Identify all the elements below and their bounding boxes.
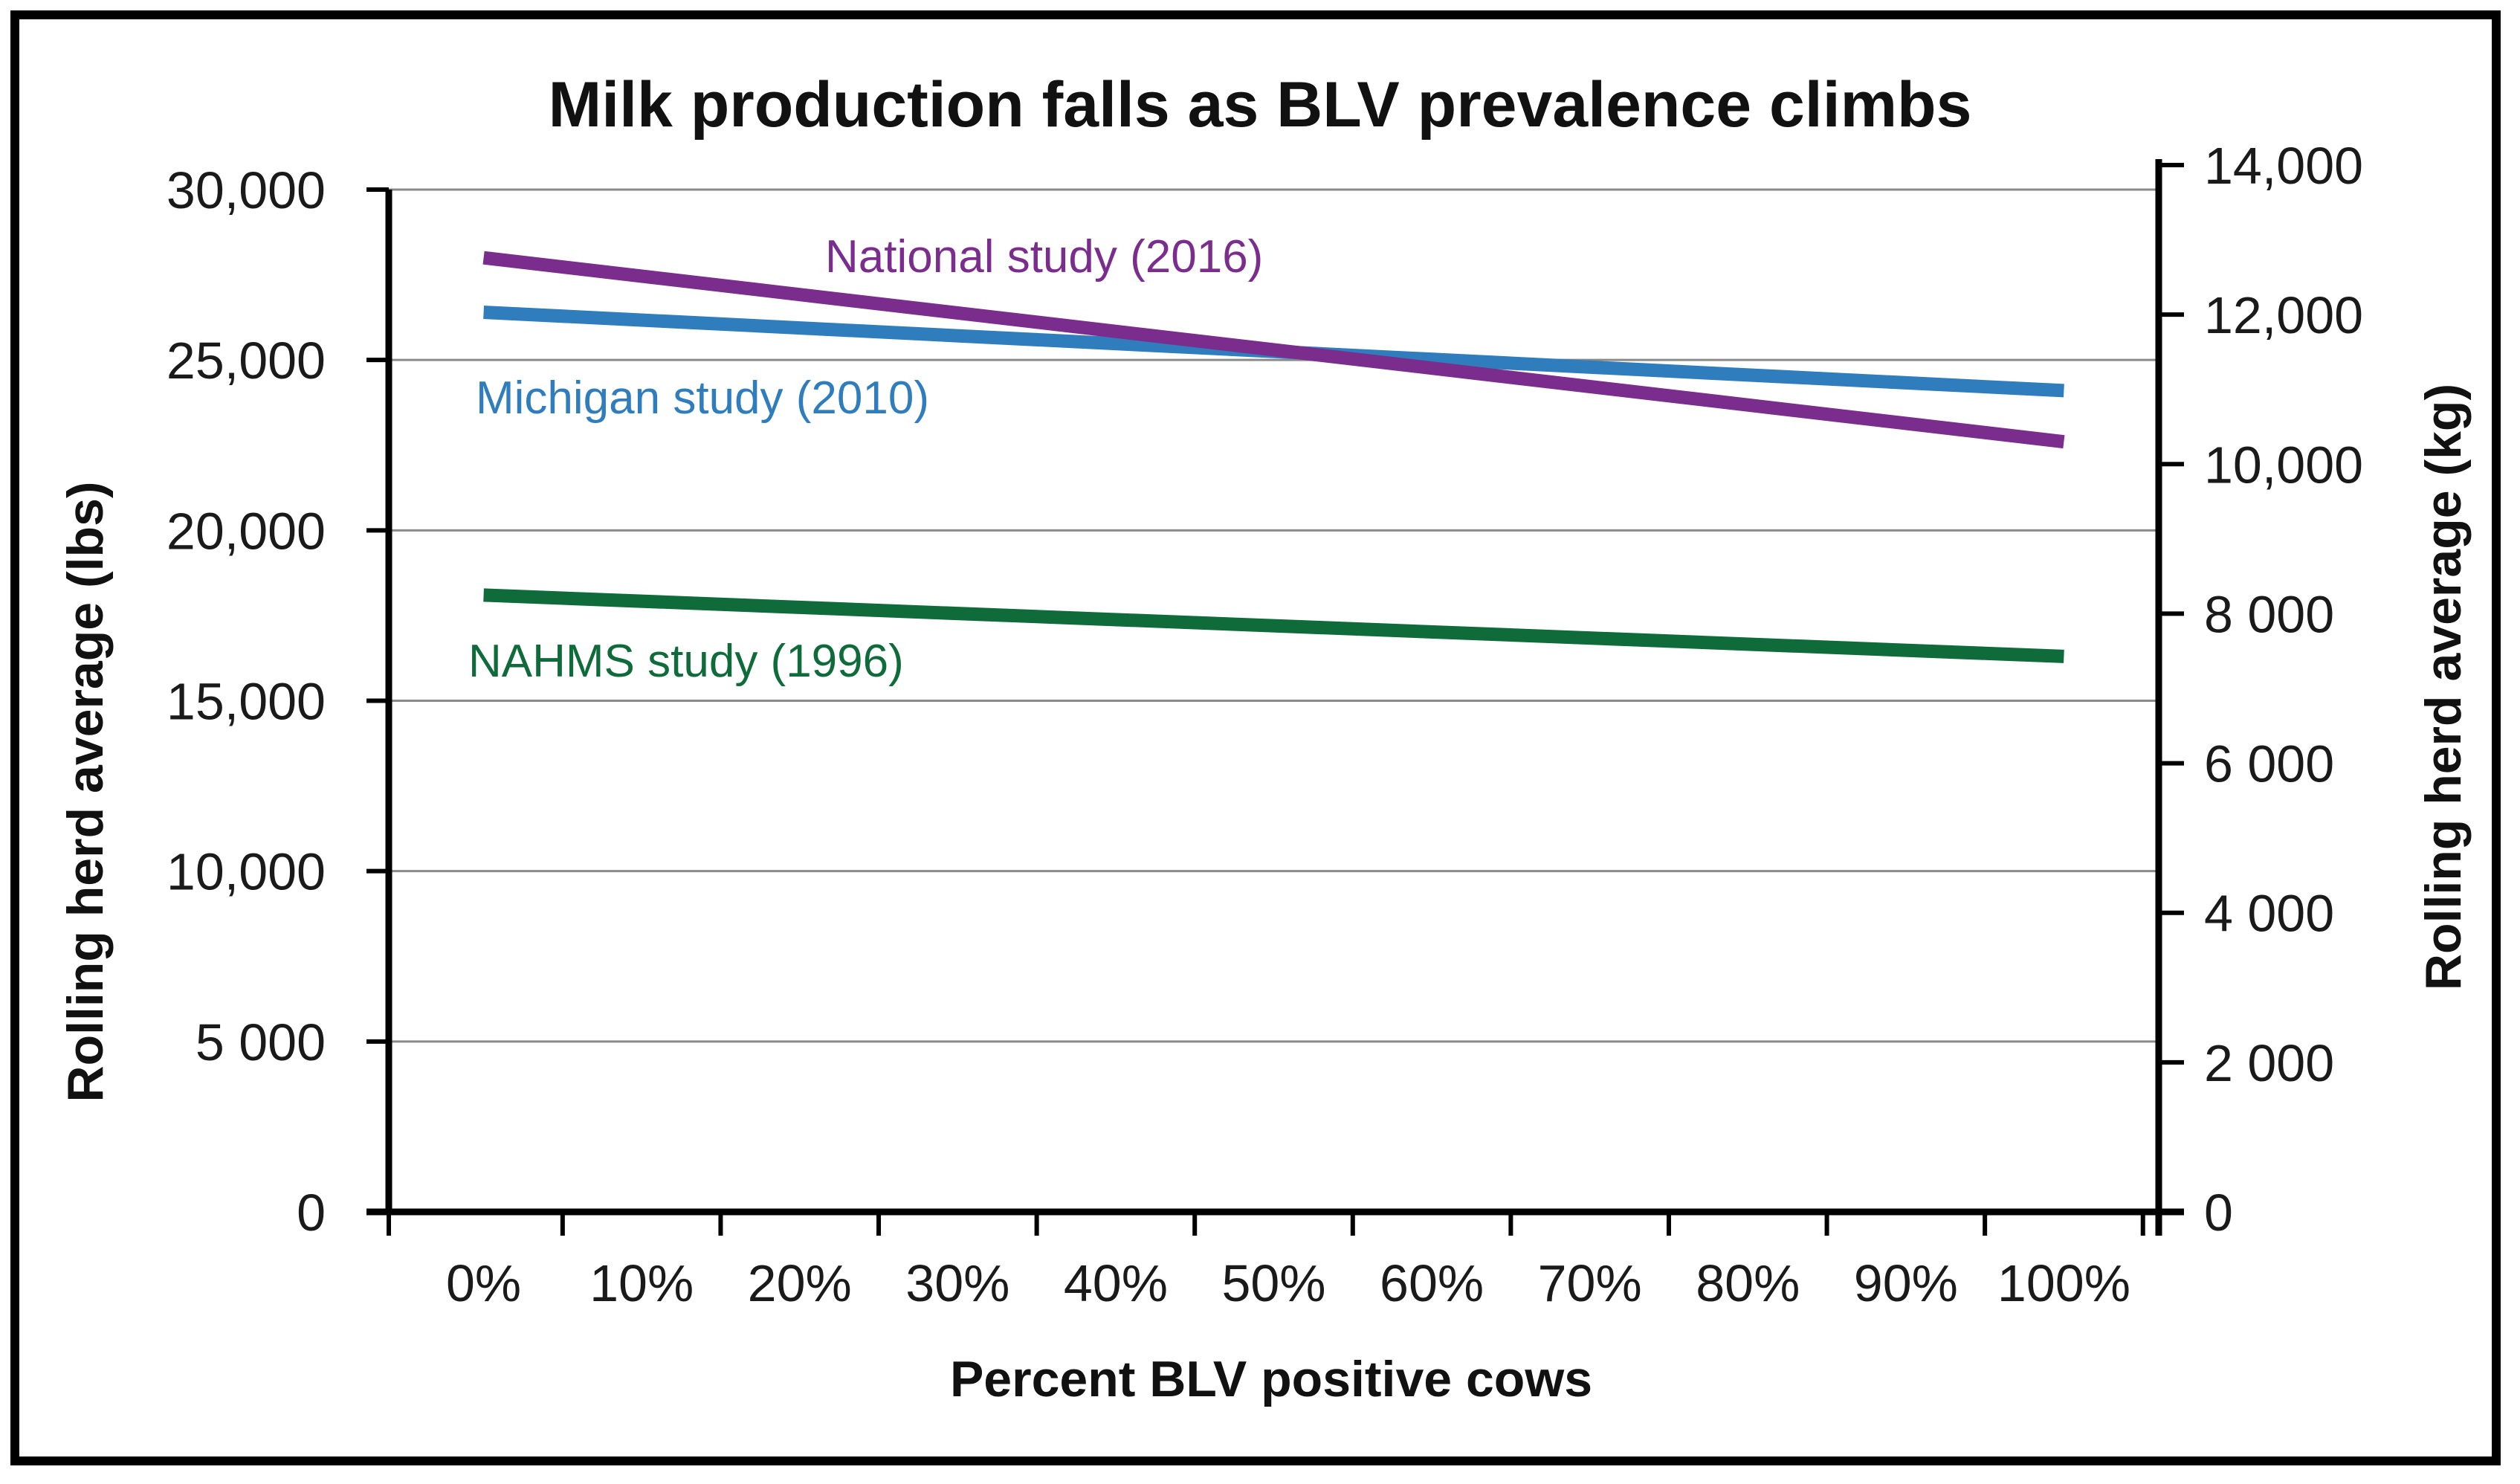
y-left-tick-label: 10,000 bbox=[167, 843, 326, 901]
gridlines bbox=[389, 188, 2159, 1043]
axes bbox=[366, 159, 2184, 1236]
y-left-tick-label: 5 000 bbox=[196, 1013, 326, 1071]
chart-title: Milk production falls as BLV prevalence … bbox=[549, 69, 1972, 141]
national-study-line bbox=[482, 251, 2065, 449]
y-left-tick-label: 15,000 bbox=[167, 673, 326, 731]
national-study-label: National study (2016) bbox=[825, 231, 1263, 283]
y-right-tick-label: 10,000 bbox=[2204, 436, 2363, 494]
x-tick-label: 0% bbox=[446, 1254, 521, 1312]
y-right-tick-label: 4 000 bbox=[2204, 885, 2334, 943]
y-right-tick-label: 14,000 bbox=[2204, 137, 2363, 195]
x-tick-label: 40% bbox=[1064, 1254, 1168, 1312]
y-right-tick-label: 12,000 bbox=[2204, 286, 2363, 344]
y-right-tick-label: 2 000 bbox=[2204, 1034, 2334, 1092]
michigan-study-label: Michigan study (2010) bbox=[476, 372, 929, 424]
y-right-tick-label: 6 000 bbox=[2204, 735, 2334, 793]
y-left-tick-label: 25,000 bbox=[167, 332, 326, 390]
labels: 0 5 000 10,000 15,000 20,000 25,000 30,000 0 2 0… bbox=[167, 137, 2363, 1312]
y-axis-title-right: Rolling herd average (kg) bbox=[2415, 384, 2472, 990]
y-right-tick-label: 8 000 bbox=[2204, 585, 2334, 643]
x-tick-label: 20% bbox=[748, 1254, 852, 1312]
y-left-tick-label: 20,000 bbox=[167, 502, 326, 560]
y-right-tick-label: 0 bbox=[2204, 1184, 2233, 1242]
x-tick-label: 80% bbox=[1696, 1254, 1800, 1312]
x-tick-label: 90% bbox=[1854, 1254, 1958, 1312]
x-axis-title: Percent BLV positive cows bbox=[950, 1351, 1592, 1407]
x-tick-label: 10% bbox=[589, 1254, 694, 1312]
y-axis-title-left: Rolling herd average (lbs) bbox=[57, 481, 114, 1102]
x-tick-label: 100% bbox=[1997, 1254, 2130, 1312]
y-left-tick-label: 30,000 bbox=[167, 161, 326, 219]
nahms-study-label: NAHMS study (1996) bbox=[468, 636, 904, 687]
x-tick-label: 70% bbox=[1538, 1254, 1642, 1312]
x-tick-label: 30% bbox=[905, 1254, 1009, 1312]
series-lines bbox=[482, 251, 2065, 663]
nahms-study-line bbox=[483, 588, 2064, 663]
y-left-tick-label: 0 bbox=[297, 1184, 326, 1242]
chart-frame bbox=[10, 10, 2501, 1465]
x-tick-label: 60% bbox=[1380, 1254, 1484, 1312]
x-tick-label: 50% bbox=[1221, 1254, 1325, 1312]
